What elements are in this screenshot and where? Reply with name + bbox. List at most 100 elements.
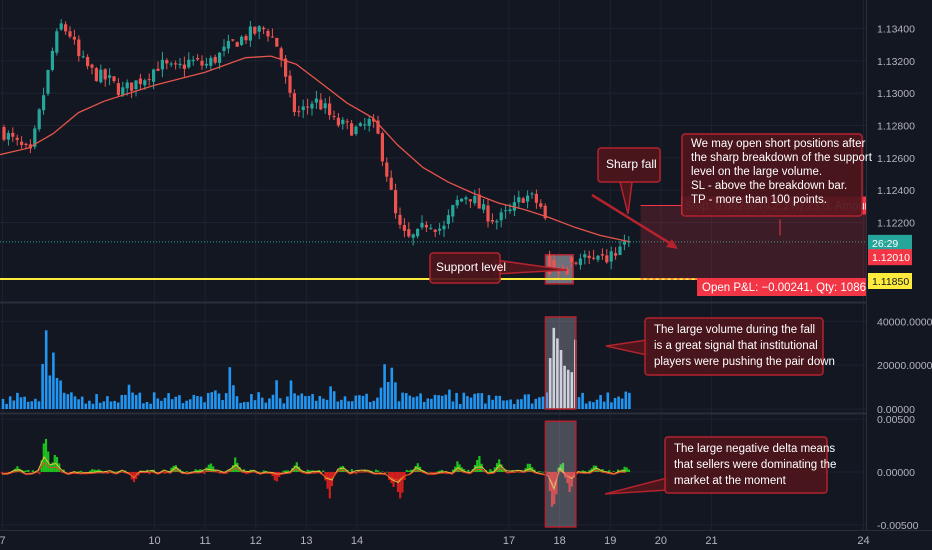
- delta-bar: [436, 471, 439, 472]
- price-tag-text: 1.12010: [872, 252, 910, 264]
- time-tick-label: 14: [351, 535, 363, 547]
- volume-bar: [491, 399, 494, 409]
- candle: [244, 34, 248, 44]
- volume-bar: [124, 394, 127, 409]
- candle: [231, 38, 235, 42]
- candle: [138, 73, 142, 90]
- delta-bars: [0, 420, 631, 528]
- delta-bar: [91, 469, 94, 472]
- candle: [248, 20, 252, 47]
- candle: [389, 170, 393, 191]
- volume-bar: [30, 401, 34, 409]
- candle: [578, 253, 582, 270]
- volume-bar: [570, 372, 574, 409]
- delta-bar: [383, 471, 386, 475]
- delta-bar: [311, 470, 314, 472]
- volume-bar: [433, 394, 437, 409]
- volume-bar: [80, 396, 84, 409]
- delta-pane[interactable]: [0, 420, 631, 528]
- volume-pane[interactable]: [1, 316, 631, 410]
- volume-bar: [88, 400, 91, 409]
- delta-bar: [282, 470, 285, 472]
- volume-bar: [170, 399, 174, 409]
- candle: [59, 19, 63, 31]
- volume-bar: [329, 386, 332, 409]
- sharp-fall-label: Sharp fall: [597, 147, 661, 183]
- volume-bar: [59, 380, 62, 409]
- volume-bar: [235, 396, 239, 409]
- delta-bar: [95, 470, 98, 472]
- candle: [323, 98, 327, 114]
- delta-bar: [623, 466, 626, 472]
- delta-bar: [434, 471, 437, 474]
- volume-bar: [548, 358, 552, 409]
- volume-bar: [599, 395, 602, 409]
- delta-bar: [462, 469, 466, 472]
- volume-bar: [325, 399, 329, 409]
- candle: [253, 26, 257, 36]
- volume-bar: [617, 396, 620, 409]
- delta-bar: [355, 471, 358, 475]
- delta-average-line: [1, 461, 627, 486]
- delta-bar: [60, 471, 63, 473]
- volume-tick-label: 0.00000: [877, 404, 915, 416]
- volume-bar: [419, 393, 422, 409]
- delta-bar: [414, 466, 417, 472]
- delta-bar: [608, 470, 611, 472]
- volume-bar: [44, 330, 48, 409]
- candle: [363, 117, 367, 130]
- delta-bar: [119, 470, 122, 472]
- sharp-fall-label-line: Sharp fall: [606, 157, 657, 171]
- delta-bar: [410, 469, 413, 472]
- delta-bar: [581, 470, 584, 472]
- volume-bar: [401, 392, 404, 409]
- price-tick-label: 1.13200: [877, 56, 915, 68]
- volume-bar: [98, 402, 102, 409]
- volume-bar: [16, 392, 19, 409]
- delta-bar: [275, 471, 279, 482]
- candle: [429, 223, 433, 230]
- volume-bar: [613, 397, 617, 409]
- candle: [420, 215, 424, 230]
- candle: [543, 203, 547, 221]
- candle: [592, 249, 596, 261]
- candle: [160, 51, 164, 78]
- price-tag-text: 1.11850: [872, 276, 909, 288]
- delta-bar: [548, 471, 551, 492]
- volume-bar: [581, 392, 584, 409]
- volume-bar: [127, 384, 131, 409]
- candle: [275, 37, 279, 47]
- volume-bar: [530, 403, 534, 409]
- candle: [86, 54, 90, 70]
- candle: [350, 120, 354, 136]
- volume-bar: [246, 401, 250, 409]
- delta-bar: [308, 470, 312, 472]
- volume-bar: [422, 401, 426, 409]
- time-axis[interactable]: [0, 530, 932, 550]
- delta-bar: [44, 438, 48, 472]
- stop-zone: [640, 205, 866, 279]
- volume-bar: [620, 398, 624, 409]
- delta-bar: [333, 471, 336, 477]
- volume-bar: [404, 393, 408, 409]
- delta-bar: [550, 471, 554, 507]
- candle: [490, 213, 494, 225]
- candle: [486, 199, 490, 228]
- delta-bar: [0, 471, 4, 474]
- delta-bar: [77, 471, 81, 472]
- volume-bar: [34, 398, 37, 409]
- delta-bar: [16, 466, 19, 472]
- volume-note-line: The large volume during the fall: [654, 324, 815, 336]
- price-tick-label: 1.12800: [877, 121, 915, 133]
- candle: [209, 55, 213, 71]
- candle: [165, 58, 169, 70]
- pnl-label[interactable]: Open P&L: −0.00241, Qty: 108695: [697, 278, 879, 296]
- delta-signal-line: [1, 456, 627, 491]
- volume-bar: [397, 401, 401, 409]
- delta-bar: [326, 471, 329, 489]
- volume-bar: [296, 395, 300, 409]
- delta-bar: [528, 463, 532, 472]
- candle: [77, 35, 81, 62]
- volume-bar: [8, 396, 12, 409]
